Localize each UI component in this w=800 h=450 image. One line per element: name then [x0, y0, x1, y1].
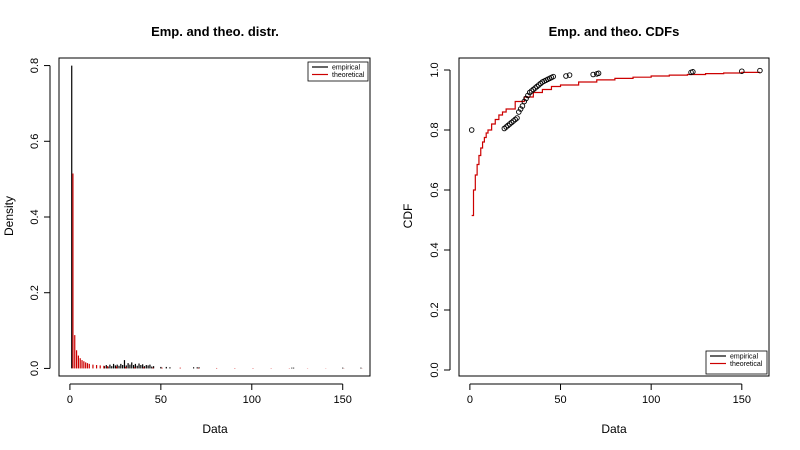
x-tick-label: 0	[467, 394, 473, 406]
legend-label: empirical	[332, 64, 360, 71]
y-tick-label: 0.4	[29, 209, 41, 224]
y-axis: 0.0 0.2 0.4 0.6 0.8 1.0	[429, 62, 451, 378]
x-tick-label: 150	[733, 394, 751, 406]
empirical-point	[595, 70, 602, 77]
empirical-point	[690, 69, 696, 75]
cdf-panel: Emp. and theo. CDFs Data CDF 0 50 100 150 0…	[401, 24, 770, 436]
y-tick-label: 0.8	[429, 122, 441, 137]
empirical-point	[550, 73, 557, 80]
marks	[71, 65, 363, 369]
x-tick-label: 150	[334, 394, 352, 406]
empirical-point	[563, 73, 569, 79]
y-tick-label: 0.0	[429, 362, 441, 377]
x-tick-label: 100	[243, 394, 261, 406]
empirical-point	[514, 115, 520, 121]
legend-box	[705, 350, 768, 375]
chart-title: Emp. and theo. CDFs	[549, 24, 680, 39]
empirical-point	[519, 103, 526, 109]
y-axis-label: CDF	[401, 204, 415, 229]
legend-label: empirical	[730, 353, 758, 360]
x-axis-label: Data	[202, 422, 228, 436]
empirical-point	[468, 127, 475, 133]
x-axis-label: Data	[601, 422, 627, 436]
y-tick-label: 0.2	[429, 302, 441, 317]
y-tick-label: 0.8	[29, 58, 41, 73]
theoretical-cdf-line	[471, 71, 761, 217]
empirical-point	[566, 72, 573, 78]
x-axis: 0 50 100 150	[67, 383, 352, 406]
x-tick-label: 50	[554, 394, 566, 406]
chart-title: Emp. and theo. distr.	[151, 24, 279, 39]
y-tick-label: 0.0	[29, 361, 41, 376]
x-axis: 0 50 100 150	[467, 383, 751, 406]
x-tick-label: 0	[67, 394, 73, 406]
legend-label: theoretical	[730, 361, 763, 368]
empirical-point	[590, 71, 596, 78]
y-tick-label: 0.6	[29, 134, 41, 149]
empirical-point	[739, 68, 745, 74]
y-tick-label: 0.2	[29, 285, 41, 300]
y-tick-label: 1.0	[429, 62, 441, 77]
empirical-point	[757, 67, 763, 74]
plot-frame	[458, 57, 770, 377]
legend-label: theoretical	[332, 72, 365, 79]
density-panel: Emp. and theo. distr. Data Density 0 50 10…	[2, 24, 371, 436]
y-axis-label: Density	[2, 196, 16, 236]
x-tick-label: 50	[155, 394, 167, 406]
marks	[468, 67, 763, 217]
plot-frame	[58, 57, 371, 377]
y-tick-label: 0.6	[429, 182, 441, 197]
y-axis: 0.0 0.2 0.4 0.6 0.8	[29, 58, 51, 376]
x-tick-label: 100	[642, 394, 660, 406]
y-tick-label: 0.4	[429, 242, 441, 257]
